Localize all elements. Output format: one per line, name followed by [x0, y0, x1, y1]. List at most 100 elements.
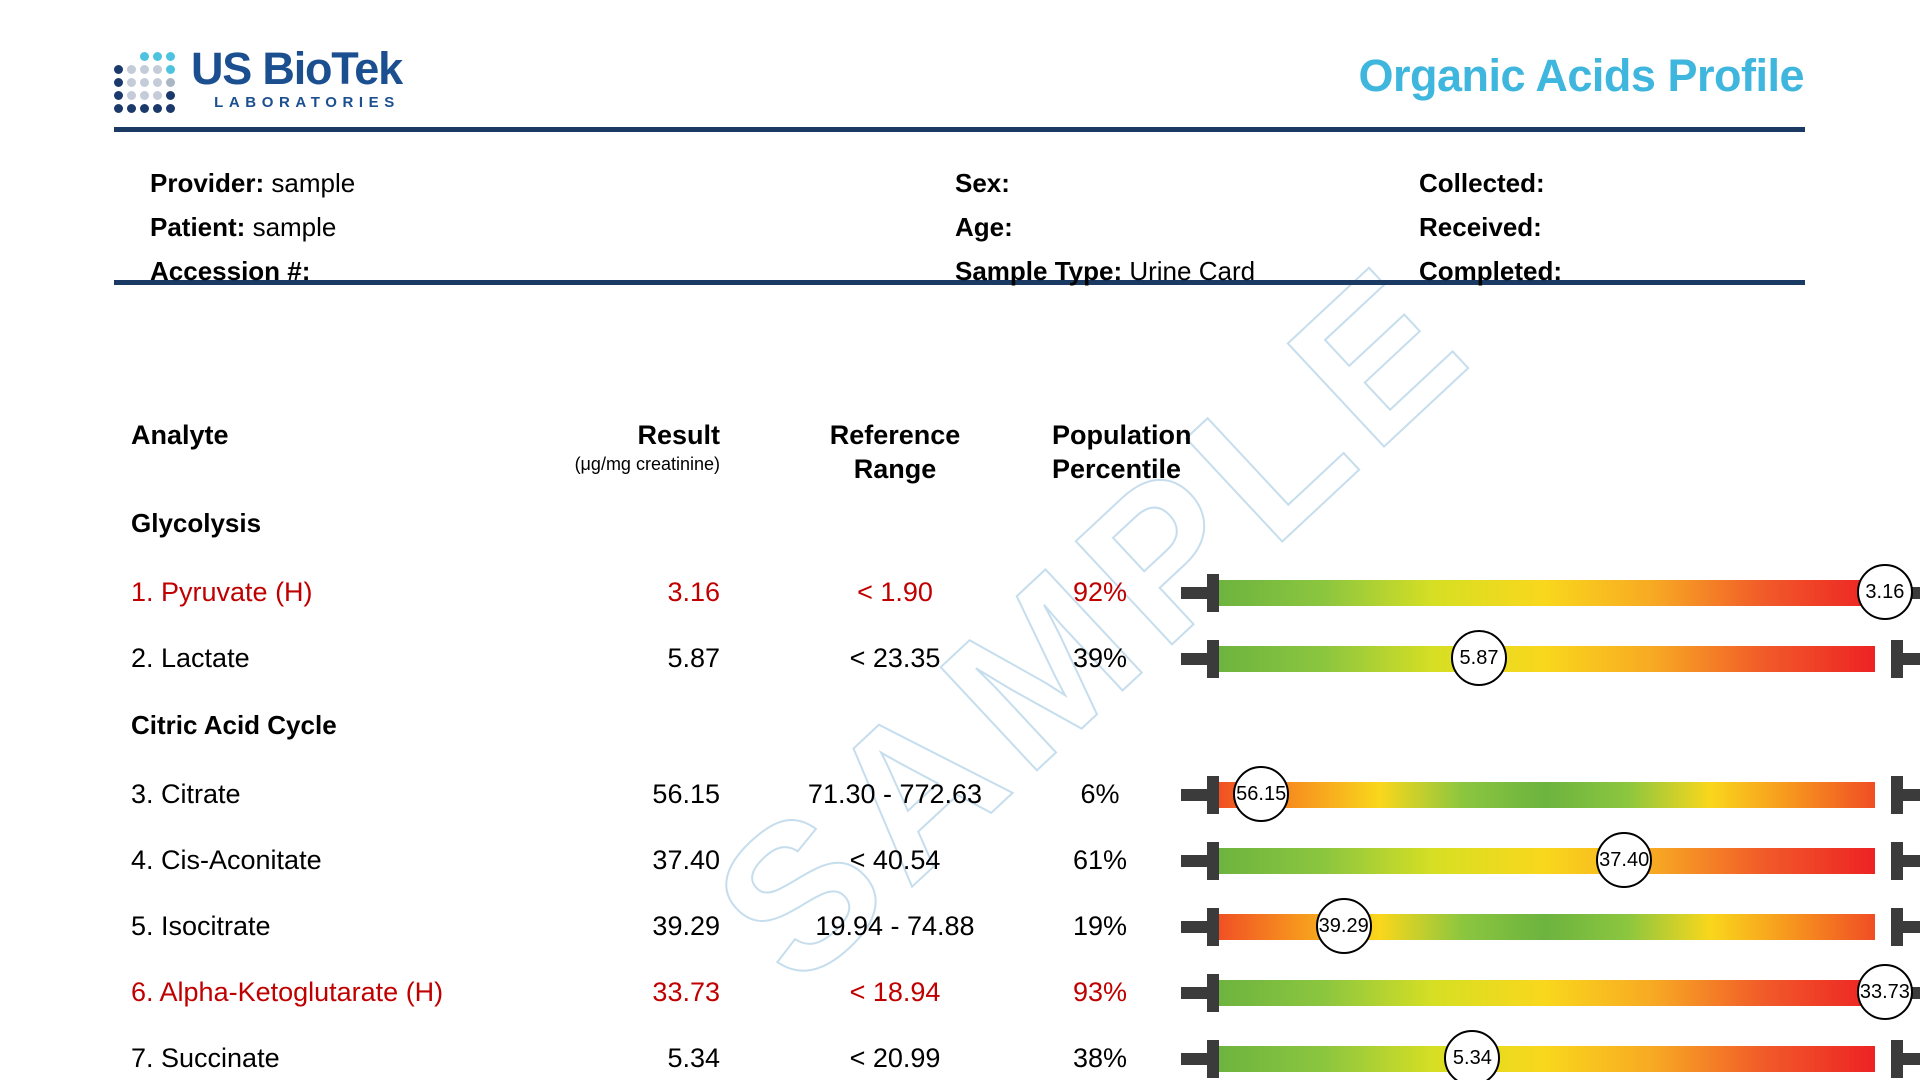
- logo-dot-grid-icon: [114, 52, 177, 115]
- analyte-name: 5. Isocitrate: [131, 911, 271, 941]
- percentile-bar-track: [1215, 782, 1875, 808]
- percentile-bar-track: [1215, 1046, 1875, 1072]
- logo-dot: [140, 78, 149, 87]
- patient-info-label: Collected:: [1419, 168, 1545, 198]
- patient-info-label: Accession #:: [150, 256, 311, 286]
- table-row[interactable]: 7. Succinate 5.34 < 20.99 38% 5.34: [0, 1030, 1920, 1080]
- result-marker[interactable]: 33.73: [1856, 964, 1913, 1020]
- result-marker[interactable]: 5.87: [1451, 630, 1507, 686]
- bar-end-cap-right-icon: [1891, 1040, 1920, 1078]
- table-row[interactable]: 1. Pyruvate (H) 3.16 < 1.90 92% 3.16: [0, 564, 1920, 620]
- bar-end-cap-right-icon: [1891, 842, 1920, 880]
- bar-end-cap-left-icon: [1181, 842, 1219, 880]
- analyte-result: 56.15: [652, 779, 720, 809]
- patient-info-value: Urine Card: [1122, 256, 1256, 286]
- analyte-name: 1. Pyruvate (H): [131, 577, 313, 607]
- header-reference-range: Reference Range: [780, 418, 1010, 486]
- analyte-name: 2. Lactate: [131, 643, 250, 673]
- analyte-percentile: 38%: [1072, 1043, 1128, 1073]
- patient-info-label: Age:: [955, 212, 1013, 242]
- patient-info-label: Patient:: [150, 212, 246, 242]
- table-row[interactable]: 3. Citrate 56.15 71.30 - 772.63 6% 56.15: [0, 766, 1920, 822]
- logo-dot: [114, 65, 123, 74]
- patient-info-field: Collected:: [1419, 168, 1562, 212]
- logo-dot: [166, 91, 175, 100]
- bar-end-cap-left-icon: [1181, 908, 1219, 946]
- logo-dot: [166, 65, 175, 74]
- bar-end-cap-left-icon: [1181, 974, 1219, 1012]
- logo-dot: [153, 65, 162, 74]
- percentile-bar-area: 5.34: [1181, 1030, 1920, 1080]
- analyte-result: 3.16: [667, 577, 720, 607]
- bar-end-cap-left-icon: [1181, 1040, 1219, 1078]
- patient-info-label: Sample Type:: [955, 256, 1123, 286]
- percentile-bar-track: [1215, 848, 1875, 874]
- logo-dot: [114, 52, 123, 61]
- table-header-row: Analyte Result (μg/mg creatinine) Refere…: [0, 418, 1920, 508]
- analyte-result: 39.29: [652, 911, 720, 941]
- table-row[interactable]: 6. Alpha-Ketoglutarate (H) 33.73 < 18.94 93…: [0, 964, 1920, 1020]
- analyte-percentile: 92%: [1072, 577, 1128, 607]
- analyte-reference-range: 19.94 - 74.88: [815, 911, 975, 941]
- logo-wordmark: US BioTek LABORATORIES: [191, 43, 403, 112]
- percentile-bar-track: [1215, 580, 1875, 606]
- brand-name: US BioTek: [191, 43, 403, 94]
- brand-logo: US BioTek LABORATORIES: [114, 43, 403, 115]
- logo-dot: [127, 91, 136, 100]
- analyte-result: 37.40: [652, 845, 720, 875]
- logo-dot: [140, 52, 149, 61]
- logo-dot: [127, 104, 136, 113]
- table-row[interactable]: 4. Cis-Aconitate 37.40 < 40.54 61% 37.40: [0, 832, 1920, 888]
- percentile-bar-track: [1215, 980, 1875, 1006]
- header-reference-range-line2: Range: [853, 454, 937, 484]
- patient-info-column-1: Provider: sample Patient: sample Accession…: [150, 168, 355, 300]
- patient-info-field: Completed:: [1419, 256, 1562, 300]
- analyte-name: 7. Succinate: [131, 1043, 280, 1073]
- patient-info-field: Sample Type: Urine Card: [955, 256, 1255, 300]
- report-header: US BioTek LABORATORIES Organic Acids Pro…: [0, 0, 1920, 130]
- table-row[interactable]: 5. Isocitrate 39.29 19.94 - 74.88 19% 39.29: [0, 898, 1920, 954]
- header-percentile-line2: Percentile: [1052, 454, 1182, 484]
- bar-end-cap-left-icon: [1181, 574, 1219, 612]
- section-header: Citric Acid Cycle: [131, 710, 337, 740]
- result-marker[interactable]: 3.16: [1856, 564, 1913, 620]
- logo-dot: [114, 91, 123, 100]
- patient-info-field: Provider: sample: [150, 168, 355, 212]
- analyte-reference-range: < 23.35: [849, 643, 941, 673]
- patient-info-field: Received:: [1419, 212, 1562, 256]
- analyte-percentile: 61%: [1072, 845, 1128, 875]
- logo-dot: [166, 52, 175, 61]
- bar-end-cap-left-icon: [1181, 776, 1219, 814]
- table-row[interactable]: 2. Lactate 5.87 < 23.35 39% 5.87: [0, 630, 1920, 686]
- result-marker[interactable]: 5.34: [1444, 1030, 1501, 1080]
- patient-info-value: sample: [245, 212, 337, 242]
- header-divider-top: [114, 127, 1805, 132]
- header-divider-bottom: [114, 280, 1805, 285]
- result-marker[interactable]: 56.15: [1233, 766, 1290, 822]
- percentile-bar-track: [1215, 646, 1875, 672]
- logo-dot: [153, 52, 162, 61]
- percentile-bar-area: 39.29: [1181, 898, 1920, 954]
- page-title: Organic Acids Profile: [1358, 50, 1805, 101]
- header-analyte: Analyte: [131, 420, 229, 450]
- analyte-name: 3. Citrate: [131, 779, 241, 809]
- analyte-reference-range: < 18.94: [849, 977, 941, 1007]
- logo-dot: [127, 65, 136, 74]
- patient-info-label: Received:: [1419, 212, 1542, 242]
- logo-dot: [114, 104, 123, 113]
- percentile-bar-area: 56.15: [1181, 766, 1920, 822]
- header-reference-range-line1: Reference: [829, 420, 961, 450]
- brand-subtitle: LABORATORIES: [214, 94, 400, 111]
- result-marker[interactable]: 37.40: [1596, 832, 1653, 888]
- logo-dot: [140, 65, 149, 74]
- logo-dot: [166, 104, 175, 113]
- patient-info-label: Provider:: [150, 168, 265, 198]
- header-result: Result: [637, 420, 720, 450]
- percentile-bar-area: 37.40: [1181, 832, 1920, 888]
- logo-dot: [140, 91, 149, 100]
- result-marker[interactable]: 39.29: [1315, 898, 1372, 954]
- analyte-percentile: 39%: [1072, 643, 1128, 673]
- bar-end-cap-left-icon: [1181, 640, 1219, 678]
- analyte-result: 33.73: [652, 977, 720, 1007]
- analyte-result: 5.34: [667, 1043, 720, 1073]
